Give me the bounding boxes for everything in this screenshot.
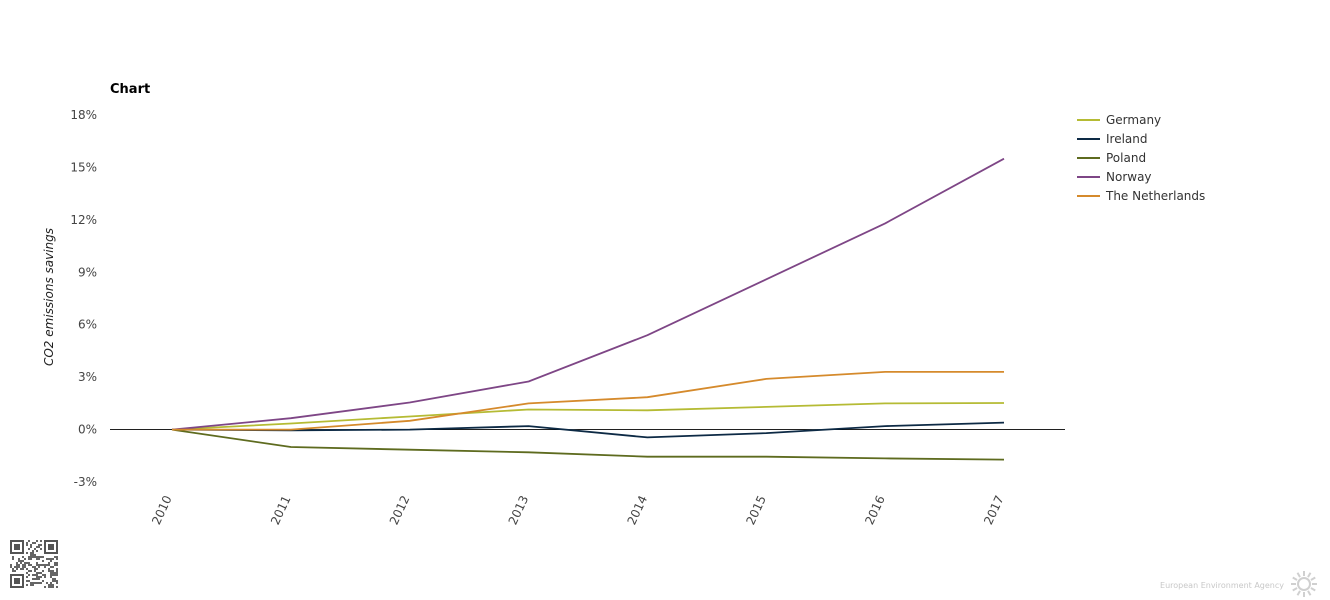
series-line-ireland (171, 421, 1005, 439)
y-tick-label: 18% (70, 108, 97, 122)
x-tick-label: 2013 (506, 493, 532, 527)
x-tick-label: 2012 (387, 493, 413, 527)
x-tick-label: 2016 (862, 493, 888, 527)
legend-item-germany: Germany (1106, 113, 1161, 127)
series-line-norway (171, 157, 1005, 431)
legend-item-poland: Poland (1106, 151, 1146, 165)
series-line-poland (171, 428, 1005, 461)
y-tick-label: 3% (78, 370, 97, 384)
x-axis: 2010 2011 2012 2013 2014 2015 2016 2017 (149, 493, 1007, 527)
series-line-germany (171, 402, 1005, 431)
x-tick-label: 2015 (743, 493, 769, 527)
x-tick-label: 2017 (981, 493, 1007, 527)
legend-item-the-netherlands: The Netherlands (1105, 189, 1205, 203)
chart-title: Chart (110, 82, 150, 97)
x-tick-label: 2010 (149, 493, 175, 527)
y-tick-label: 6% (78, 318, 97, 332)
publisher-name: European Environment Agency (1160, 581, 1284, 590)
y-tick-label: -3% (74, 475, 97, 489)
y-tick-label: 15% (70, 160, 97, 174)
y-axis-title: CO2 emissions savings (42, 228, 56, 366)
y-axis: -3% 0% 3% 6% 9% 12% 15% 18% (70, 108, 97, 489)
eea-sun-icon (1291, 571, 1317, 597)
y-tick-label: 9% (78, 265, 97, 279)
legend-item-ireland: Ireland (1106, 132, 1148, 146)
series-line-the-netherlands (172, 370, 1004, 431)
qr-code-icon (10, 540, 58, 588)
x-tick-label: 2011 (268, 493, 294, 527)
x-tick-label: 2014 (625, 493, 651, 527)
legend: Germany Ireland Poland Norway The Netherland… (1077, 113, 1205, 203)
y-tick-label: 0% (78, 423, 97, 437)
y-tick-label: 12% (70, 213, 97, 227)
legend-item-norway: Norway (1106, 170, 1152, 184)
plot-area (171, 157, 1005, 461)
